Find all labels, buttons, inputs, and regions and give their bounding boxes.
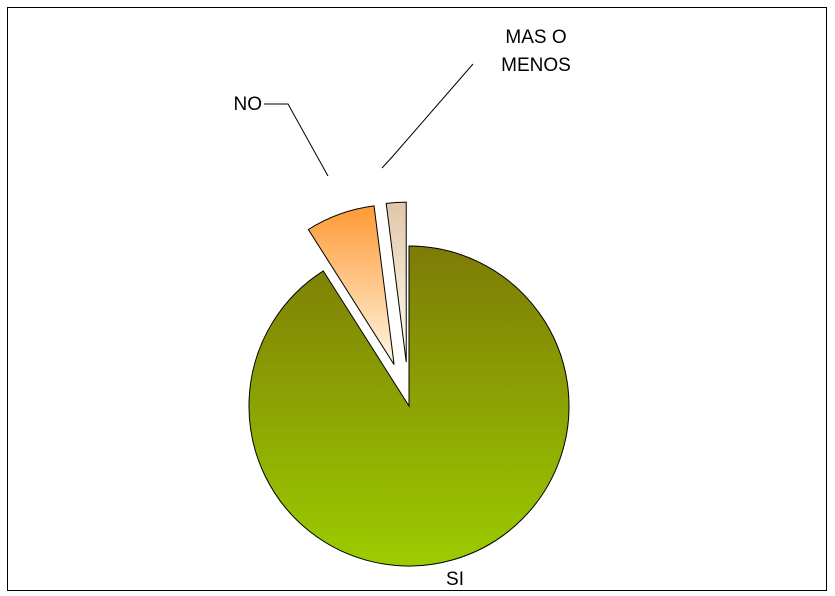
pie-slices xyxy=(248,201,570,567)
slice-label-mas-o-menos: MAS O MENOS xyxy=(501,27,571,76)
leader-line-mas-o-menos xyxy=(381,63,474,169)
leader-lines xyxy=(264,63,474,177)
pie-slice-si xyxy=(248,245,570,567)
slice-label-no: NO xyxy=(234,94,263,115)
leader-line-no xyxy=(264,103,329,177)
slice-label-si: SI xyxy=(446,569,464,590)
slice-labels: SI NO MAS O MENOS xyxy=(234,27,571,590)
pie-slice-mas-o-menos xyxy=(385,201,407,363)
pie-slice-no xyxy=(307,205,395,365)
